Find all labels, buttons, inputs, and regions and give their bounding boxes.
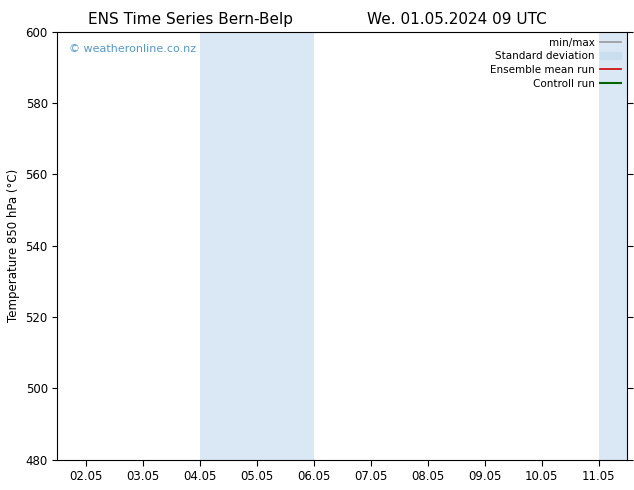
Text: © weatheronline.co.nz: © weatheronline.co.nz [69, 45, 196, 54]
Text: ENS Time Series Bern-Belp: ENS Time Series Bern-Belp [87, 12, 293, 27]
Bar [598, 31, 627, 460]
Text: We. 01.05.2024 09 UTC: We. 01.05.2024 09 UTC [366, 12, 547, 27]
Bar [200, 31, 314, 460]
Y-axis label: Temperature 850 hPa (°C): Temperature 850 hPa (°C) [7, 169, 20, 322]
Legend: min/max, Standard deviation, Ensemble mean run, Controll run: min/max, Standard deviation, Ensemble me… [486, 34, 625, 93]
